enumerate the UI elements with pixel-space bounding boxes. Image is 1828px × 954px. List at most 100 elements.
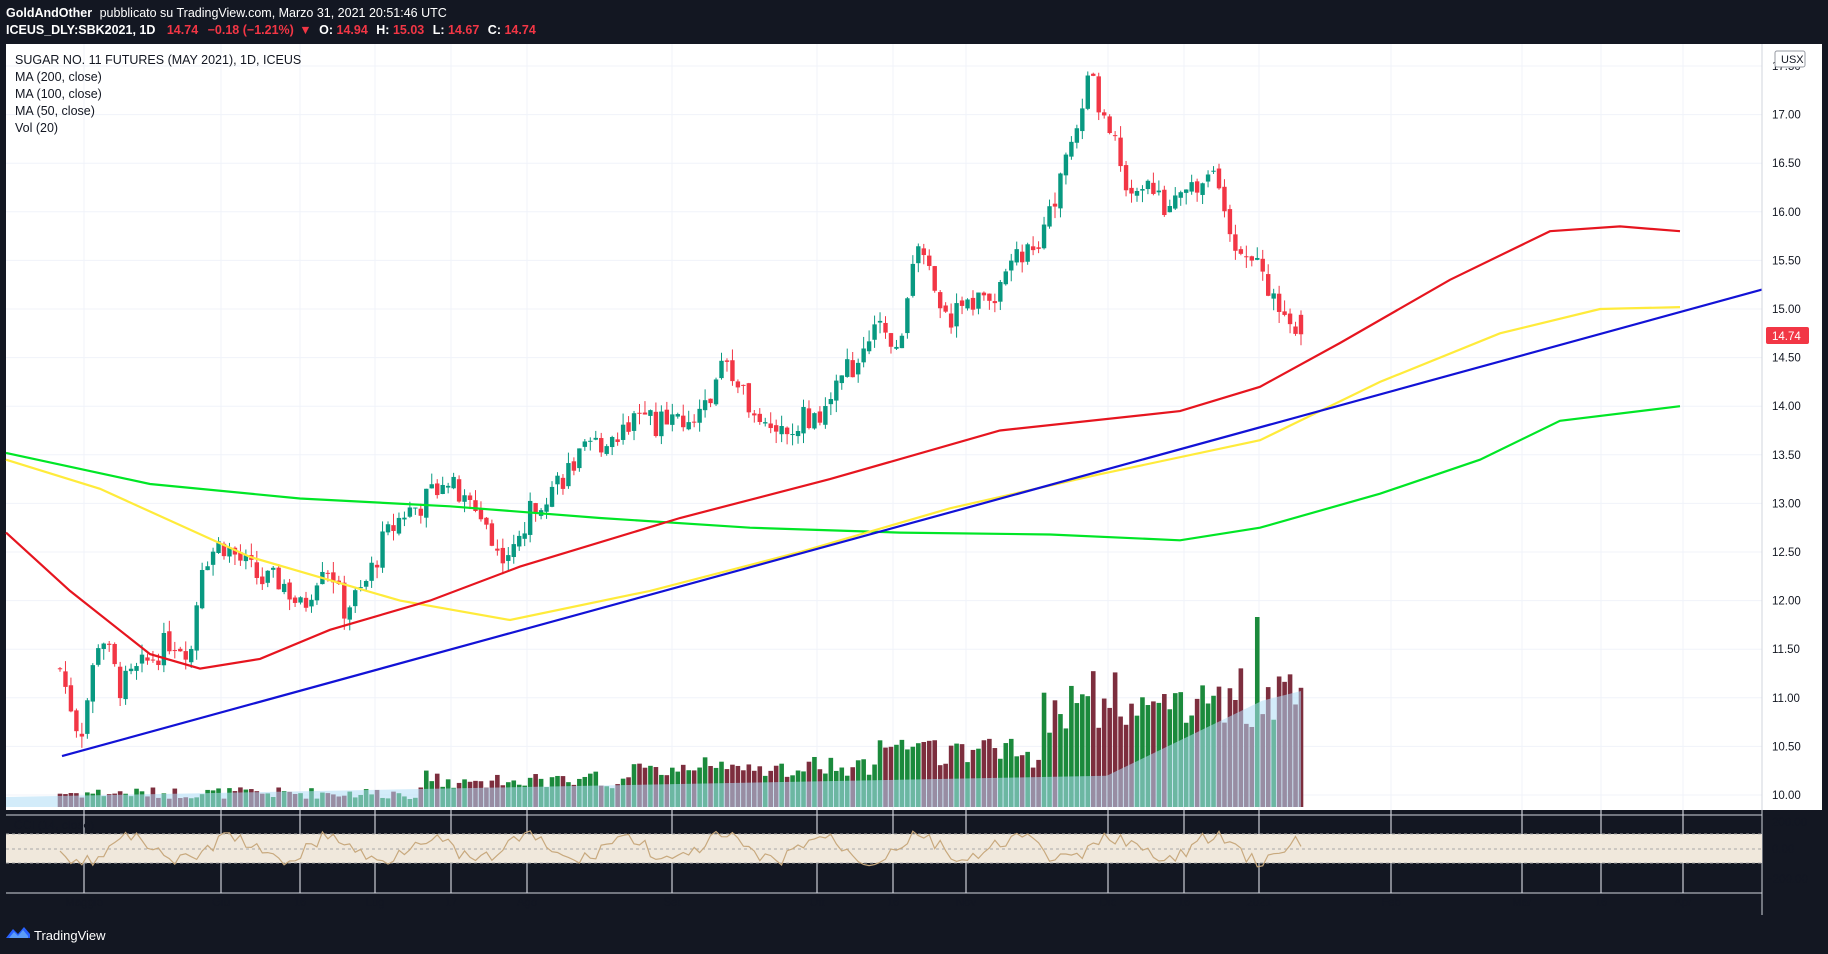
candle-body: [845, 359, 850, 377]
candle-body: [358, 587, 363, 589]
candle-body: [593, 437, 598, 440]
price-change: −0.18 (−1.21%): [208, 23, 294, 37]
candle-body: [1211, 170, 1216, 172]
candle-body: [506, 555, 511, 561]
candle-body: [445, 485, 451, 488]
legend-ma200[interactable]: MA (200, close): [15, 70, 102, 84]
candle-body: [139, 654, 145, 664]
time-tick-8: 16: [887, 897, 900, 909]
legend: SUGAR NO. 11 FUTURES (MAY 2021), 1D, ICE…: [15, 53, 301, 135]
candle-body: [741, 384, 746, 386]
candle-body: [937, 292, 943, 309]
low-label: L:: [433, 23, 445, 37]
ma100-line: [5, 306, 1681, 622]
time-tick-9: Nov: [956, 897, 977, 909]
volume-bar: [1140, 697, 1145, 807]
volume-bar: [1129, 703, 1134, 807]
candle-body: [314, 585, 320, 601]
chart-pane-background: [6, 44, 1822, 810]
candle-body: [462, 495, 467, 502]
candle-body: [205, 566, 210, 571]
candle-body: [380, 531, 385, 568]
candle-body: [959, 300, 965, 306]
volume-bar: [1118, 716, 1123, 807]
candle-body: [473, 500, 478, 512]
moving-average-lines: [5, 225, 1763, 758]
candle-body: [1107, 116, 1112, 133]
candle-body: [970, 297, 976, 310]
candle-body: [391, 525, 396, 531]
candle-body: [517, 535, 522, 547]
candle-body: [817, 411, 823, 423]
candle-body: [385, 524, 391, 533]
candle-body: [713, 379, 719, 405]
candle-body: [1058, 173, 1063, 209]
candle-body: [1249, 256, 1254, 261]
candle-body: [1019, 251, 1025, 263]
candle-body: [489, 523, 495, 546]
legend-ma100[interactable]: MA (100, close): [15, 87, 102, 101]
price-tick-12-00: 12.00: [1772, 596, 1801, 608]
price-tick-16-00: 16.00: [1772, 207, 1801, 219]
candle-body: [374, 564, 380, 568]
volume-bar: [883, 747, 888, 807]
candle-body: [1156, 190, 1162, 193]
candle-body: [145, 657, 150, 661]
volume-bar: [1080, 694, 1085, 807]
volume-bar: [1090, 671, 1096, 807]
candle-body: [599, 438, 604, 453]
candle-body: [615, 439, 620, 442]
currency-badge[interactable]: [1774, 50, 1806, 68]
candle-body: [1293, 326, 1298, 334]
candle-body: [1298, 314, 1304, 335]
candle-body: [757, 413, 762, 423]
candle-body: [746, 383, 752, 413]
candle-body: [281, 583, 287, 593]
high-value: 15.03: [393, 23, 424, 37]
candle-body: [254, 562, 260, 578]
candle-body: [877, 320, 883, 323]
candle-body: [210, 551, 216, 565]
candle-body: [648, 410, 653, 416]
volume-bar: [992, 748, 998, 807]
candle-body: [763, 422, 768, 424]
cci-label[interactable]: CCI (14, close): [14, 818, 94, 832]
candle-body: [156, 660, 161, 666]
volume-bar: [981, 740, 987, 807]
tradingview-logo-icon[interactable]: [6, 927, 30, 938]
candle-body: [1080, 108, 1085, 132]
time-axis-ticks[interactable]: Maggio Giu 16 Lug 17 Ago Set Ott 16 Nov Dic 16 2021 F…: [65, 897, 1692, 909]
candle-body: [1030, 246, 1036, 251]
price-axis-ticks[interactable]: 10.00 10.50 11.00 11.50 12.00 12.50 13.00 13.50…: [1772, 61, 1801, 802]
candle-body: [533, 503, 538, 514]
volume-bar: [1052, 700, 1058, 807]
candle-body: [1069, 141, 1074, 157]
last-price-marker: [1766, 327, 1809, 344]
footer: TradingView: [6, 927, 106, 943]
volume-ma-area: [6, 691, 1301, 807]
candle-body: [424, 488, 429, 518]
legend-volume[interactable]: Vol (20): [15, 121, 58, 135]
legend-ma50[interactable]: MA (50, close): [15, 104, 95, 118]
candle-body: [1041, 224, 1047, 249]
candle-body: [560, 477, 566, 489]
legend-title[interactable]: SUGAR NO. 11 FUTURES (MAY 2021), 1D, ICE…: [15, 53, 301, 67]
candle-body: [883, 322, 888, 333]
volume-bars: [6, 617, 1304, 807]
candle-body: [1222, 186, 1227, 212]
candle-body: [1129, 187, 1134, 194]
candle-body: [90, 665, 96, 702]
candle-body: [456, 479, 462, 502]
candle-body: [1183, 189, 1189, 193]
candle-body: [1063, 154, 1069, 176]
candle-body: [484, 517, 489, 525]
time-tick-1: Giu: [212, 897, 230, 909]
author-name[interactable]: GoldAndOther: [6, 6, 92, 20]
time-tick-3: Lug: [365, 897, 384, 909]
candle-body: [1287, 313, 1293, 325]
volume-bar: [1107, 707, 1112, 807]
footer-brand[interactable]: TradingView: [34, 928, 106, 943]
candle-body: [828, 399, 834, 405]
candle-body: [134, 666, 139, 671]
